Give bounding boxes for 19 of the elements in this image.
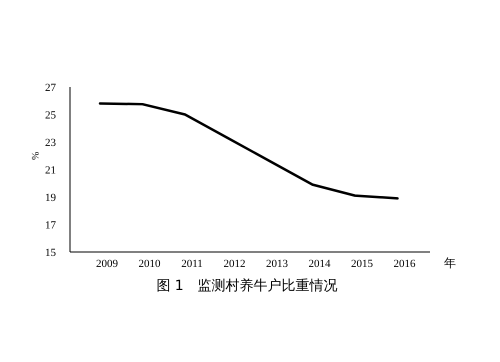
y-tick-label: 15: [45, 247, 56, 259]
y-tick-label: 25: [45, 110, 56, 122]
x-tick-label: 2011: [181, 258, 203, 270]
x-tick-label: 2009: [96, 258, 118, 270]
line-series: [98, 102, 399, 200]
y-tick-label: 21: [45, 164, 56, 176]
x-axis-title: 年: [444, 256, 456, 270]
x-tick-label: 2016: [394, 258, 416, 270]
x-tick-label: 2010: [138, 258, 161, 270]
x-tick-label: 2013: [266, 258, 288, 270]
x-tick-label: 2012: [224, 258, 246, 270]
y-tick-label: 19: [45, 192, 56, 204]
x-tick-label: 2015: [351, 258, 374, 270]
y-axis-title: %: [29, 152, 40, 160]
y-tick-label: 17: [45, 220, 56, 232]
x-tick-label: 2014: [308, 258, 331, 270]
caption: 图 1 监测村养牛户比重情况: [156, 278, 338, 294]
y-tick-label: 27: [45, 82, 56, 94]
y-tick-label: 23: [45, 137, 56, 149]
